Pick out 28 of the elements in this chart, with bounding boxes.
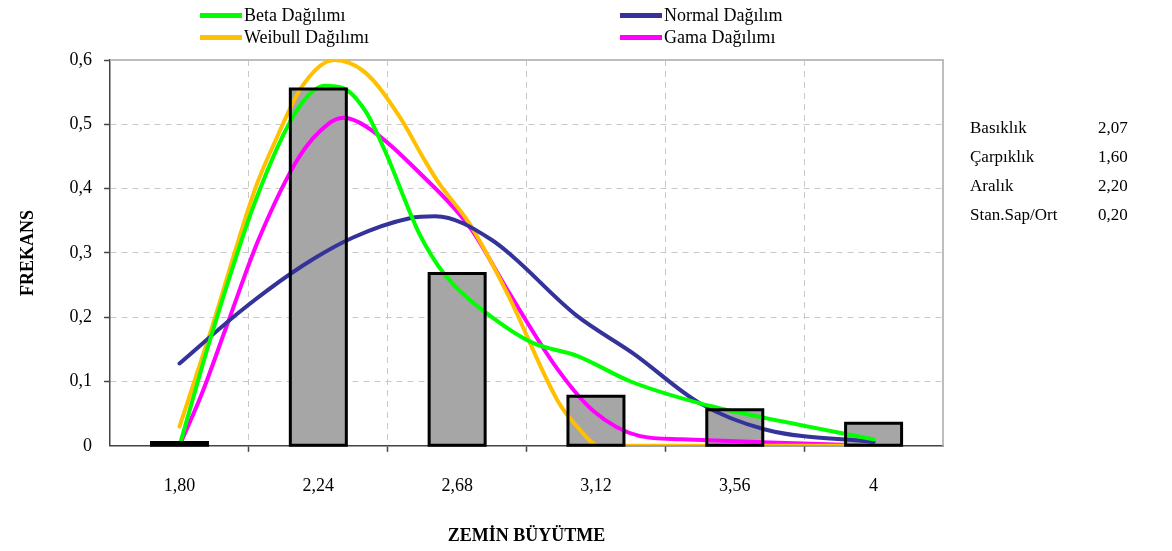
y-tick-label: 0,6 xyxy=(69,48,93,69)
y-tick-label: 0 xyxy=(83,434,93,455)
y-tick-label: 0,3 xyxy=(69,241,93,262)
x-tick-label: 3,56 xyxy=(719,475,751,496)
x-tick-label: 2,24 xyxy=(302,475,335,496)
legend-label: Normal Dağılım xyxy=(664,4,783,26)
text: 0,20 xyxy=(1098,204,1129,225)
y-tick-label: 0,5 xyxy=(69,113,93,134)
legend-label: Weibull Dağılımı xyxy=(244,26,370,48)
x-tick-label: 4 xyxy=(869,475,879,496)
x-axis-title: ZEMİN BÜYÜTME xyxy=(447,524,606,545)
text: Stan.Sap/Ort xyxy=(970,204,1059,225)
y-axis-title: FREKANS xyxy=(17,209,38,296)
line-series xyxy=(177,214,876,444)
legend-label: Beta Dağılımı xyxy=(244,4,346,26)
y-tick-label: 0,4 xyxy=(69,177,93,198)
y-tick-label: 0,2 xyxy=(69,305,93,326)
x-tick-label: 3,12 xyxy=(580,475,612,496)
text: Aralık xyxy=(970,175,1015,196)
x-tick-label: 2,68 xyxy=(441,475,473,496)
y-tick-label: 0,1 xyxy=(69,370,93,391)
text: 2,20 xyxy=(1098,175,1129,196)
legend-label: Gama Dağılımı xyxy=(664,26,776,48)
text: 2,07 xyxy=(1098,117,1129,138)
x-tick-label: 1,80 xyxy=(163,475,196,496)
text: Çarpıklık xyxy=(970,146,1036,167)
text: Basıklık xyxy=(970,117,1028,138)
text: 1,60 xyxy=(1098,146,1129,167)
